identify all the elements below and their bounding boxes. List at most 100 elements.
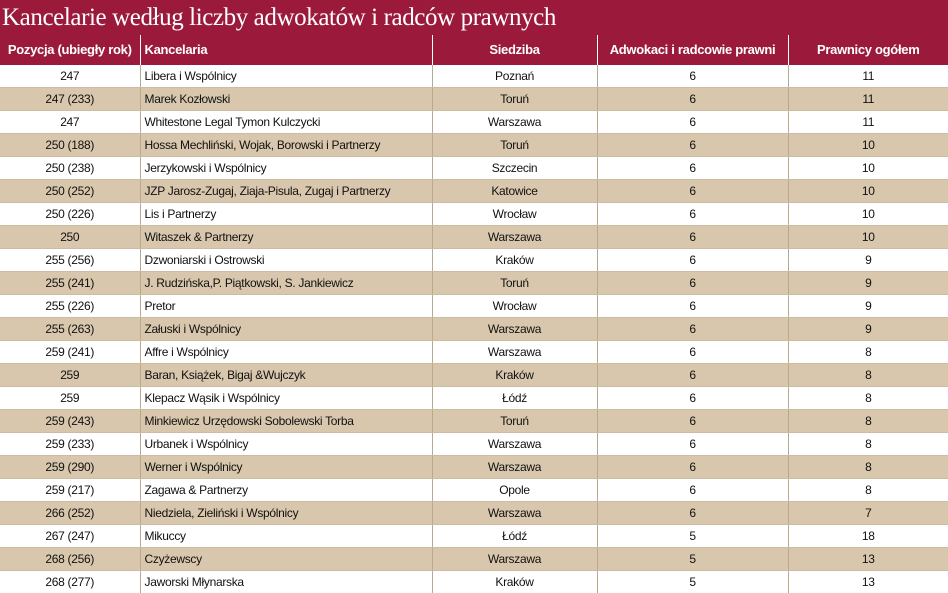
table-cell: 5	[596, 547, 788, 571]
table-cell: 6	[596, 363, 788, 387]
column-header: Kancelaria	[139, 35, 432, 65]
column-header: Siedziba	[431, 35, 597, 65]
table-cell: 9	[787, 248, 948, 272]
table-cell: Niedziela, Zieliński i Wspólnicy	[139, 501, 432, 525]
table-cell: 11	[787, 87, 948, 111]
table-cell: Załuski i Wspólnicy	[139, 317, 432, 341]
table-cell: 259	[0, 386, 140, 410]
table-row: 250 (226) Lis i Partnerzy Wrocław 6 10	[0, 202, 948, 226]
table-cell: 11	[787, 110, 948, 134]
table-cell: Affre i Wspólnicy	[139, 340, 432, 364]
table-cell: 6	[596, 65, 788, 88]
table-cell: 6	[596, 248, 788, 272]
table-cell: Warszawa	[431, 225, 597, 249]
table-cell: 6	[596, 225, 788, 249]
table-cell: Poznań	[431, 65, 597, 88]
table-cell: Warszawa	[431, 317, 597, 341]
column-header: Adwokaci i radcowie prawni	[596, 35, 788, 65]
table-cell: 6	[596, 179, 788, 203]
table-cell: 18	[787, 524, 948, 548]
table-cell: Warszawa	[431, 547, 597, 571]
table-cell: 255 (263)	[0, 317, 140, 341]
table-cell: 8	[787, 455, 948, 479]
table-cell: Szczecin	[431, 156, 597, 180]
table-cell: JZP Jarosz-Zugaj, Ziaja-Pisula, Zugaj i …	[139, 179, 432, 203]
table-cell: Marek Kozłowski	[139, 87, 432, 111]
table-cell: Toruń	[431, 87, 597, 111]
title: Kancelarie według liczby adwokatów i rad…	[0, 0, 948, 35]
table-cell: Toruń	[431, 133, 597, 157]
table-cell: 9	[787, 271, 948, 295]
table-row: 255 (256) Dzwoniarski i Ostrowski Kraków 6 9	[0, 248, 948, 272]
table-cell: Wrocław	[431, 294, 597, 318]
table-cell: Wrocław	[431, 202, 597, 226]
table-row: 268 (256) Czyżewscy Warszawa 5 13	[0, 547, 948, 571]
table-row: 259 (290) Werner i Wspólnicy Warszawa 6 8	[0, 455, 948, 479]
table-cell: Libera i Wspólnicy	[139, 65, 432, 88]
table-cell: 6	[596, 432, 788, 456]
table-cell: 267 (247)	[0, 524, 140, 548]
table-cell: 250 (226)	[0, 202, 140, 226]
table-cell: 6	[596, 294, 788, 318]
table-cell: 250 (238)	[0, 156, 140, 180]
table-cell: 10	[787, 202, 948, 226]
table-cell: Warszawa	[431, 110, 597, 134]
table-cell: Łódź	[431, 524, 597, 548]
table-row: 259 (241) Affre i Wspólnicy Warszawa 6 8	[0, 340, 948, 364]
table-row: 259 (233) Urbanek i Wspólnicy Warszawa 6 8	[0, 432, 948, 456]
table-cell: 250 (252)	[0, 179, 140, 203]
table-cell: 5	[596, 570, 788, 593]
table-cell: 10	[787, 179, 948, 203]
table-cell: 6	[596, 455, 788, 479]
table-cell: Klepacz Wąsik i Wspólnicy	[139, 386, 432, 410]
table-cell: Lis i Partnerzy	[139, 202, 432, 226]
table-cell: 8	[787, 363, 948, 387]
table-cell: 7	[787, 501, 948, 525]
table-cell: 5	[596, 524, 788, 548]
table-row: 259 Klepacz Wąsik i Wspólnicy Łódź 6 8	[0, 386, 948, 410]
table-cell: 266 (252)	[0, 501, 140, 525]
table-cell: 13	[787, 547, 948, 571]
table-cell: Dzwoniarski i Ostrowski	[139, 248, 432, 272]
table-cell: Whitestone Legal Tymon Kulczycki	[139, 110, 432, 134]
table-row: 268 (277) Jaworski Młynarska Kraków 5 13	[0, 570, 948, 593]
table-cell: 255 (256)	[0, 248, 140, 272]
table-cell: 10	[787, 133, 948, 157]
table-cell: 259	[0, 363, 140, 387]
table-row: 255 (241) J. Rudzińska,P. Piątkowski, S. …	[0, 271, 948, 295]
header-row: Pozycja (ubiegły rok) Kancelaria Siedziba A…	[0, 35, 948, 65]
table-cell: 8	[787, 478, 948, 502]
table-row: 250 (252) JZP Jarosz-Zugaj, Ziaja-Pisula,…	[0, 179, 948, 203]
table-cell: 6	[596, 386, 788, 410]
table-cell: 268 (256)	[0, 547, 140, 571]
table-cell: 8	[787, 409, 948, 433]
table-cell: Warszawa	[431, 432, 597, 456]
table-cell: Hossa Mechliński, Wojak, Borowski i Part…	[139, 133, 432, 157]
table-row: 247 Whitestone Legal Tymon Kulczycki Warsz…	[0, 110, 948, 134]
table-cell: 6	[596, 271, 788, 295]
table-row: 255 (226) Pretor Wrocław 6 9	[0, 294, 948, 318]
table-cell: Katowice	[431, 179, 597, 203]
table-cell: 6	[596, 478, 788, 502]
column-header: Prawnicy ogółem	[787, 35, 948, 65]
column-header: Pozycja (ubiegły rok)	[0, 35, 140, 65]
table-cell: 8	[787, 432, 948, 456]
table-cell: 247	[0, 110, 140, 134]
table-cell: 247 (233)	[0, 87, 140, 111]
table-cell: Witaszek & Partnerzy	[139, 225, 432, 249]
table-cell: 10	[787, 156, 948, 180]
table-cell: 259 (241)	[0, 340, 140, 364]
table-cell: J. Rudzińska,P. Piątkowski, S. Jankiewic…	[139, 271, 432, 295]
table-cell: 268 (277)	[0, 570, 140, 593]
table-cell: 255 (226)	[0, 294, 140, 318]
table-row: 247 Libera i Wspólnicy Poznań 6 11	[0, 65, 948, 88]
table-cell: 8	[787, 340, 948, 364]
table-cell: 6	[596, 87, 788, 111]
table-row: 259 Baran, Książek, Bigaj &Wujczyk Kraków 6…	[0, 363, 948, 387]
table-cell: 6	[596, 133, 788, 157]
table-cell: 6	[596, 340, 788, 364]
table-cell: 6	[596, 501, 788, 525]
table-row: 266 (252) Niedziela, Zieliński i Wspólnic…	[0, 501, 948, 525]
table-cell: 11	[787, 65, 948, 88]
table-cell: Warszawa	[431, 340, 597, 364]
